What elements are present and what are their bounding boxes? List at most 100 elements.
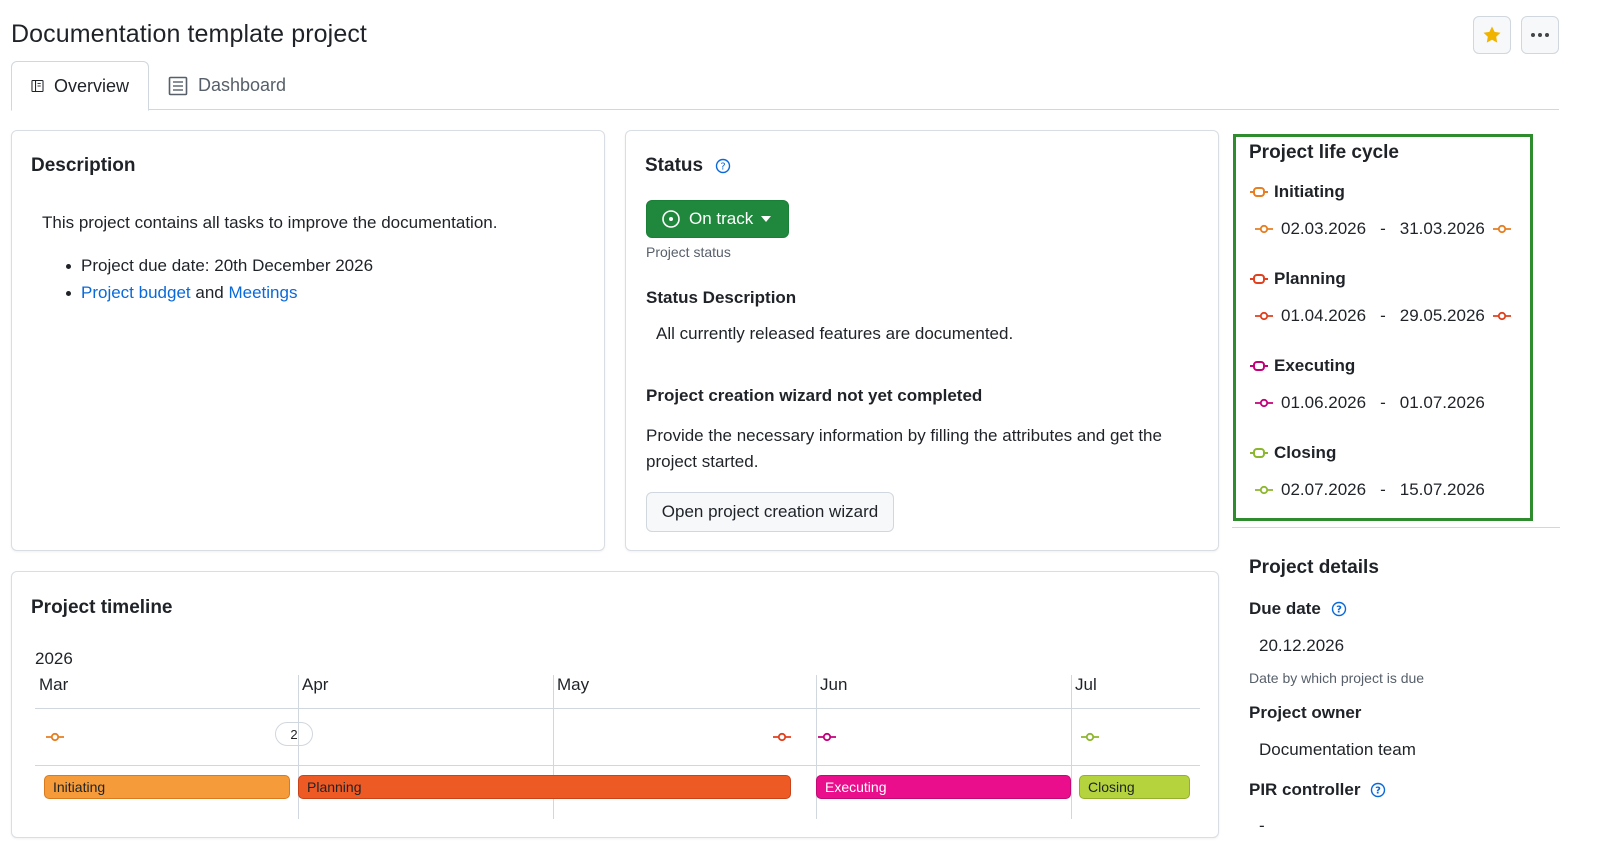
favorite-button[interactable] bbox=[1473, 16, 1511, 54]
timeline-month-label: Mar bbox=[39, 675, 69, 694]
page-title: Documentation template project bbox=[11, 20, 367, 48]
project-owner-label: Project owner bbox=[1249, 703, 1362, 722]
project-owner-value: Documentation team bbox=[1259, 740, 1416, 759]
book-icon bbox=[31, 79, 44, 93]
date-separator: - bbox=[1380, 393, 1386, 412]
start-gate-icon bbox=[1255, 398, 1273, 408]
phase-end-date: 29.05.2026 bbox=[1399, 306, 1485, 325]
phase-date-range: 01.06.2026-01.07.2026 bbox=[1255, 393, 1485, 413]
phase-icon bbox=[1250, 187, 1268, 197]
timeline-gate-marker[interactable] bbox=[773, 729, 791, 747]
wizard-heading: Project creation wizard not yet complete… bbox=[646, 386, 983, 405]
status-value: On track bbox=[689, 209, 754, 228]
description-card: Description This project contains all ta… bbox=[11, 130, 605, 551]
finish-gate-icon bbox=[1492, 311, 1511, 321]
description-intro: This project contains all tasks to impro… bbox=[42, 213, 498, 232]
phase-icon bbox=[1250, 274, 1268, 284]
status-dropdown-button[interactable]: On track bbox=[646, 200, 789, 238]
help-icon[interactable]: ? bbox=[1370, 782, 1386, 798]
phase-name: Initiating bbox=[1274, 182, 1345, 201]
timeline-bar-executing[interactable]: Executing bbox=[816, 775, 1071, 799]
and-text: and bbox=[195, 283, 224, 302]
phase-end-date: 01.07.2026 bbox=[1399, 393, 1485, 412]
phase-icon bbox=[1250, 361, 1268, 371]
timeline-divider bbox=[35, 708, 1200, 709]
milestone-cluster-badge[interactable]: 2 bbox=[275, 722, 313, 746]
lifecycle-phase-closing: Closing bbox=[1250, 443, 1336, 463]
project-budget-link[interactable]: Project budget bbox=[81, 283, 191, 302]
phase-start-date: 01.06.2026 bbox=[1281, 393, 1367, 412]
tab-dashboard[interactable]: Dashboard bbox=[149, 61, 305, 110]
phase-date-range: 02.03.2026-31.03.2026 bbox=[1255, 219, 1511, 239]
phase-date-range: 02.07.2026-15.07.2026 bbox=[1255, 480, 1485, 500]
timeline-grid: 2 Mar Apr May Jun Jul Initiating Planning Execu… bbox=[35, 675, 1200, 819]
timeline-bar-initiating[interactable]: Initiating bbox=[44, 775, 290, 799]
more-actions-button[interactable] bbox=[1521, 16, 1559, 54]
start-gate-icon bbox=[1255, 224, 1273, 234]
help-icon[interactable]: ? bbox=[1331, 601, 1347, 617]
due-date-label-text: Due date bbox=[1249, 599, 1321, 618]
divider bbox=[1232, 527, 1560, 528]
timeline-gate-marker[interactable] bbox=[818, 729, 836, 747]
description-list: Project due date: 20th December 2026 Pro… bbox=[66, 252, 497, 306]
phase-end-date: 15.07.2026 bbox=[1399, 480, 1485, 499]
open-wizard-button[interactable]: Open project creation wizard bbox=[646, 492, 894, 532]
timeline-gate-marker[interactable] bbox=[1081, 729, 1099, 747]
description-title: Description bbox=[31, 155, 136, 176]
phase-start-date: 02.07.2026 bbox=[1281, 480, 1367, 499]
phase-date-range: 01.04.2026-29.05.2026 bbox=[1255, 306, 1511, 326]
status-card: Status ? On track Project status Status … bbox=[625, 130, 1219, 551]
timeline-month-label: May bbox=[557, 675, 590, 694]
timeline-divider bbox=[35, 765, 1200, 766]
meetings-link[interactable]: Meetings bbox=[228, 283, 298, 302]
pir-controller-value: - bbox=[1259, 816, 1265, 835]
gate-icon bbox=[46, 732, 64, 742]
lifecycle-title: Project life cycle bbox=[1249, 142, 1399, 163]
caret-down-icon bbox=[761, 216, 772, 222]
svg-text:?: ? bbox=[1376, 786, 1382, 797]
timeline-month-line bbox=[553, 675, 554, 819]
gate-icon bbox=[773, 732, 791, 742]
status-hint: Project status bbox=[646, 244, 731, 260]
phase-name: Planning bbox=[1274, 269, 1346, 288]
lifecycle-phase-initiating: Initiating bbox=[1250, 182, 1345, 202]
start-gate-icon bbox=[1255, 485, 1273, 495]
phase-end-date: 31.03.2026 bbox=[1399, 219, 1485, 238]
timeline-year: 2026 bbox=[35, 649, 73, 668]
start-gate-icon bbox=[1255, 311, 1273, 321]
due-date-label: Due date ? bbox=[1249, 599, 1347, 619]
timeline-bar-closing[interactable]: Closing bbox=[1079, 775, 1190, 799]
phase-name: Executing bbox=[1274, 356, 1356, 375]
timeline-month-label: Apr bbox=[302, 675, 329, 694]
date-separator: - bbox=[1380, 480, 1386, 499]
timeline-title: Project timeline bbox=[31, 597, 173, 618]
tab-overview[interactable]: Overview bbox=[11, 61, 149, 111]
lifecycle-phase-executing: Executing bbox=[1250, 356, 1355, 376]
due-date-text: Project due date: 20th December 2026 bbox=[81, 256, 374, 275]
wizard-text: Provide the necessary information by fil… bbox=[646, 423, 1162, 475]
status-description-heading: Status Description bbox=[646, 288, 797, 307]
top-actions bbox=[1473, 16, 1559, 54]
status-description-text: All currently released features are docu… bbox=[656, 324, 1014, 343]
due-date-hint: Date by which project is due bbox=[1249, 670, 1425, 686]
timeline-month-label: Jul bbox=[1075, 675, 1097, 694]
pir-controller-label-text: PIR controller bbox=[1249, 780, 1361, 799]
tab-bar: Overview Dashboard bbox=[11, 61, 1559, 111]
timeline-month-label: Jun bbox=[820, 675, 848, 694]
project-lifecycle-panel: Project life cycle Initiating 02.03.2026-… bbox=[1233, 134, 1533, 521]
timeline-month-line bbox=[1071, 675, 1072, 819]
kebab-horizontal-icon bbox=[1531, 33, 1549, 37]
timeline-gate-marker[interactable] bbox=[46, 729, 64, 747]
help-icon[interactable]: ? bbox=[715, 158, 731, 174]
phase-icon bbox=[1250, 448, 1268, 458]
list-item: Project budget and Meetings bbox=[66, 279, 497, 306]
lifecycle-phase-planning: Planning bbox=[1250, 269, 1346, 289]
star-icon bbox=[1483, 26, 1501, 43]
gate-icon bbox=[1081, 732, 1099, 742]
list-icon bbox=[168, 76, 188, 95]
tab-dashboard-label: Dashboard bbox=[198, 75, 287, 95]
timeline-bar-planning[interactable]: Planning bbox=[298, 775, 791, 799]
wizard-text-line: project started. bbox=[646, 452, 759, 471]
timeline-month-line bbox=[298, 675, 299, 819]
svg-text:?: ? bbox=[720, 162, 725, 173]
